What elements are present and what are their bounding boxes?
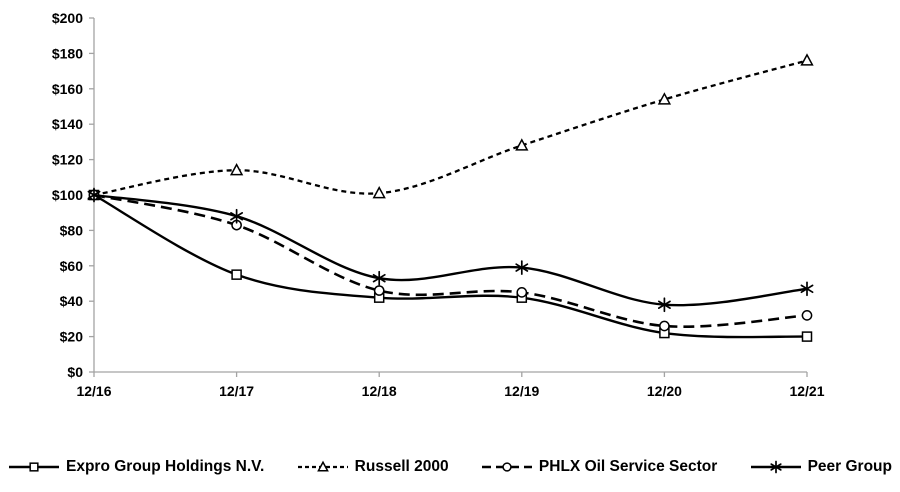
circle-marker-icon: [502, 462, 512, 472]
circle-legend-swatch-icon: [481, 462, 532, 472]
circle-marker-icon: [801, 310, 813, 321]
legend-item-expro-group-holdings-n-v: Expro Group Holdings N.V.: [8, 458, 264, 476]
triangle-legend-swatch-icon: [297, 460, 348, 472]
y-tick-label: $20: [60, 329, 84, 345]
asterisk-ray: [800, 284, 814, 294]
y-tick-label: $180: [52, 45, 83, 61]
series-russell-2000: [87, 53, 814, 201]
y-tick-label: $140: [52, 116, 83, 132]
y-tick-label: $200: [52, 10, 83, 26]
y-tick-label: $100: [52, 187, 83, 203]
legend-label: Peer Group: [807, 458, 892, 475]
asterisk-ray: [87, 190, 101, 200]
legend-item-russell-2000: Russell 2000: [297, 458, 449, 476]
asterisk-marker-icon: [769, 460, 782, 474]
legend-label: Expro Group Holdings N.V.: [66, 458, 265, 475]
y-tick-label: $60: [60, 258, 84, 274]
chart-legend: Expro Group Holdings N.V. Russell 2000 PHL…: [0, 452, 900, 482]
y-tick-label: $0: [67, 364, 83, 380]
asterisk-ray: [657, 300, 671, 309]
x-tick-label: 12/16: [76, 383, 111, 399]
series-expro-group-holdings-n-v: [88, 189, 813, 342]
square-marker-icon: [29, 462, 39, 472]
square-marker-icon: [801, 331, 813, 342]
legend-label: Russell 2000: [354, 458, 449, 475]
series-phlx-oil-service-sector: [88, 189, 813, 332]
asterisk-marker-icon: [230, 208, 244, 224]
x-tick-label: 12/17: [219, 383, 254, 399]
triangle-marker-icon: [372, 186, 386, 199]
asterisk-marker-icon: [800, 281, 814, 297]
triangle-marker-icon: [657, 92, 672, 105]
series-peer-group: [87, 187, 814, 313]
triangle-marker-icon: [800, 53, 814, 66]
y-tick-label: $160: [52, 81, 83, 97]
series-line: [93, 193, 808, 339]
series-line: [93, 193, 808, 307]
x-tick-label: 12/19: [504, 383, 539, 399]
circle-marker-icon: [373, 285, 385, 296]
asterisk-ray: [230, 211, 244, 221]
x-tick-label: 12/18: [362, 383, 397, 399]
asterisk-ray: [372, 273, 386, 283]
performance-line-chart: $0 $20 $40 $60 $80 $100 $120 $140 $160 $180 $200 12…: [52, 10, 825, 399]
y-tick-label: $40: [60, 293, 84, 309]
asterisk-ray: [769, 463, 782, 471]
x-tick-label: 12/21: [789, 383, 824, 399]
legend-item-peer-group: Peer Group: [750, 458, 892, 476]
triangle-marker-icon: [515, 138, 529, 151]
y-tick-label: $120: [52, 152, 83, 168]
asterisk-marker-icon: [515, 260, 529, 275]
asterisk-marker-icon: [372, 270, 386, 286]
asterisk-ray: [515, 263, 529, 272]
x-tick-label: 12/20: [647, 383, 682, 399]
circle-marker-icon: [516, 287, 528, 298]
square-marker-icon: [231, 269, 242, 280]
legend-item-phlx-oil-service-sector: PHLX Oil Service Sector: [481, 458, 717, 476]
circle-marker-icon: [659, 320, 670, 332]
asterisk-legend-swatch-icon: [750, 460, 801, 474]
y-tick-label: $80: [60, 222, 84, 238]
asterisk-marker-icon: [87, 187, 101, 203]
triangle-marker-icon: [229, 163, 244, 176]
series-line: [93, 193, 808, 328]
triangle-marker-icon: [316, 460, 329, 472]
legend-label: PHLX Oil Service Sector: [538, 458, 718, 475]
square-legend-swatch-icon: [9, 462, 59, 472]
series-line: [93, 59, 808, 197]
asterisk-marker-icon: [657, 297, 671, 313]
